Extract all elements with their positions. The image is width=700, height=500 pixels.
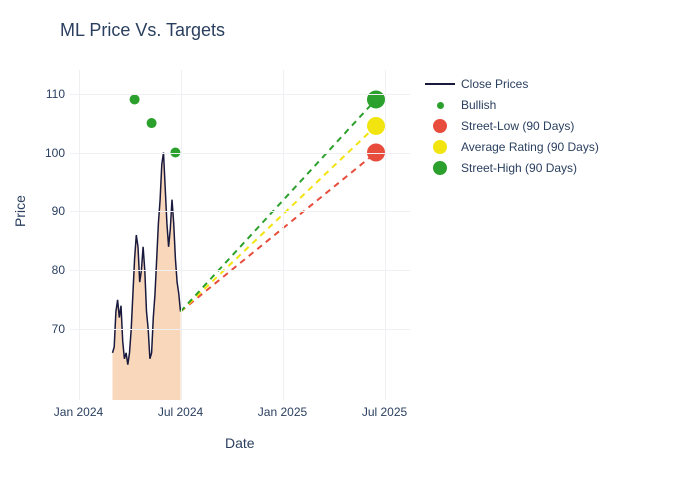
price-targets-chart: ML Price Vs. Targets 708090100110Jan 202… bbox=[0, 0, 700, 500]
average-rating-marker bbox=[367, 117, 385, 135]
legend-label: Average Rating (90 Days) bbox=[461, 140, 599, 154]
legend-label: Street-Low (90 Days) bbox=[461, 119, 574, 133]
bullish-marker bbox=[147, 118, 157, 128]
x-tick-label: Jan 2024 bbox=[54, 405, 103, 419]
legend-item-street-high[interactable]: Street-High (90 Days) bbox=[425, 159, 599, 177]
legend-item-bullish[interactable]: Bullish bbox=[425, 96, 599, 114]
legend-dot-icon bbox=[425, 140, 455, 154]
legend-dot-icon bbox=[425, 98, 455, 112]
y-tick-label: 80 bbox=[35, 263, 65, 277]
y-tick-label: 110 bbox=[35, 87, 65, 101]
legend-dot-icon bbox=[425, 161, 455, 175]
chart-svg bbox=[70, 70, 410, 400]
x-tick-label: Jul 2025 bbox=[362, 405, 407, 419]
street-high-line bbox=[181, 99, 377, 311]
bullish-marker bbox=[130, 94, 140, 104]
y-axis-label: Price bbox=[12, 195, 28, 227]
chart-title: ML Price Vs. Targets bbox=[60, 20, 225, 41]
legend-label: Bullish bbox=[461, 98, 496, 112]
x-axis-label: Date bbox=[225, 435, 255, 451]
legend-item-close-prices[interactable]: Close Prices bbox=[425, 75, 599, 93]
legend-item-average-rating[interactable]: Average Rating (90 Days) bbox=[425, 138, 599, 156]
legend-line-icon bbox=[425, 77, 455, 91]
legend-label: Street-High (90 Days) bbox=[461, 161, 577, 175]
average-rating-line bbox=[181, 126, 377, 312]
y-tick-label: 100 bbox=[35, 146, 65, 160]
legend: Close Prices Bullish Street-Low (90 Days) A… bbox=[425, 75, 599, 180]
legend-dot-icon bbox=[425, 119, 455, 133]
close-prices-area bbox=[113, 153, 181, 401]
x-tick-label: Jan 2025 bbox=[258, 405, 307, 419]
plot-area: 708090100110Jan 2024Jul 2024Jan 2025Jul … bbox=[70, 70, 410, 400]
y-tick-label: 90 bbox=[35, 204, 65, 218]
street-low-line bbox=[181, 153, 377, 312]
legend-label: Close Prices bbox=[461, 77, 528, 91]
y-tick-label: 70 bbox=[35, 322, 65, 336]
legend-item-street-low[interactable]: Street-Low (90 Days) bbox=[425, 117, 599, 135]
x-tick-label: Jul 2024 bbox=[158, 405, 203, 419]
